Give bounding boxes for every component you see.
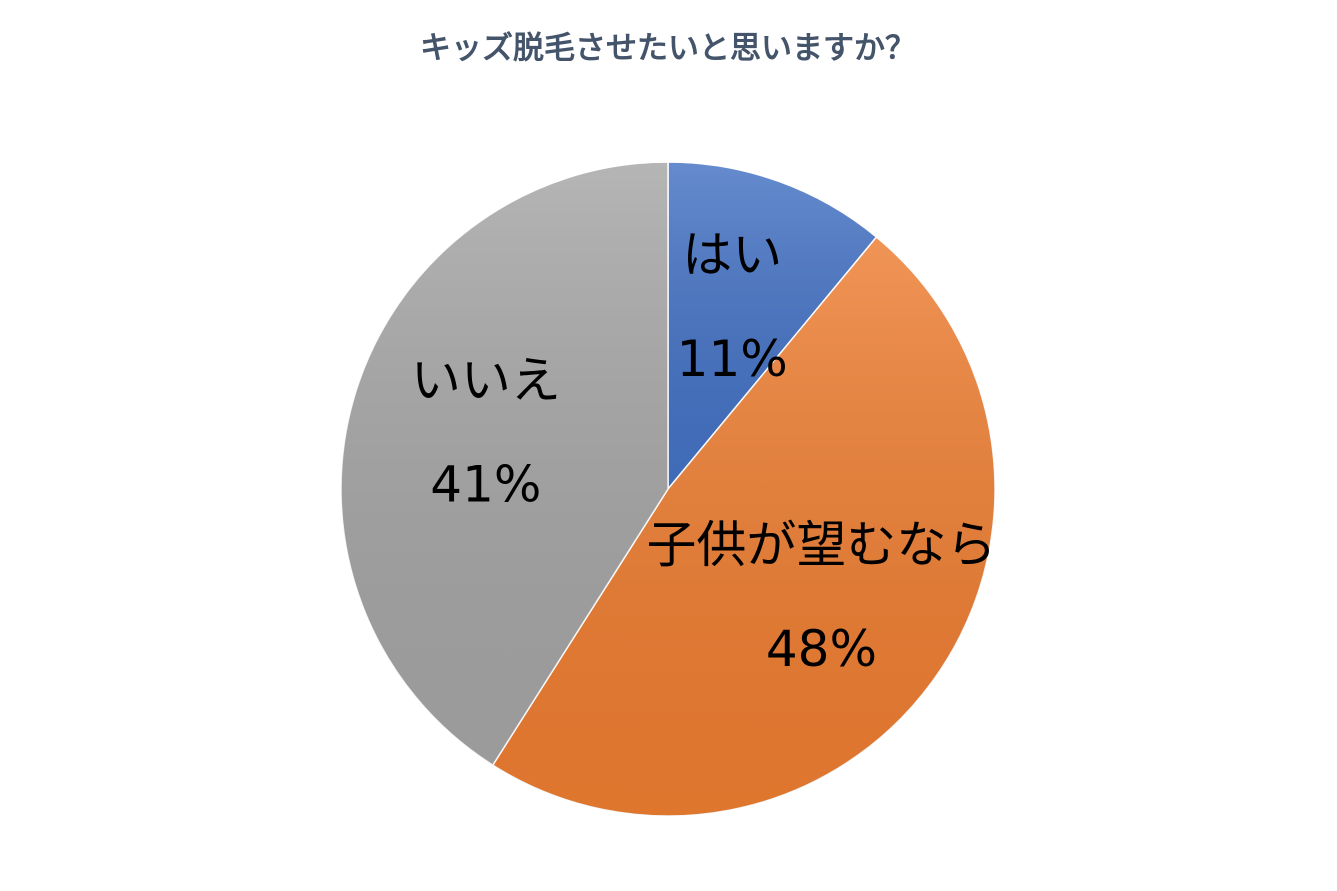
value-label: 41% — [430, 456, 541, 514]
slice-shade — [341, 162, 668, 766]
slice-shade — [492, 237, 995, 816]
category-label: はい — [682, 226, 782, 284]
slice-shade — [668, 162, 877, 489]
chart-title: キッズ脱毛させたいと思いますか？ — [420, 31, 916, 67]
labels: はい 11% 子供が望むなら 48% いいえ 41% — [411, 226, 997, 678]
value-label: 11% — [677, 330, 788, 388]
category-label: いいえ — [411, 352, 561, 410]
value-label: 48% — [766, 620, 877, 678]
category-label: 子供が望むなら — [646, 516, 996, 574]
pie — [340, 161, 996, 817]
